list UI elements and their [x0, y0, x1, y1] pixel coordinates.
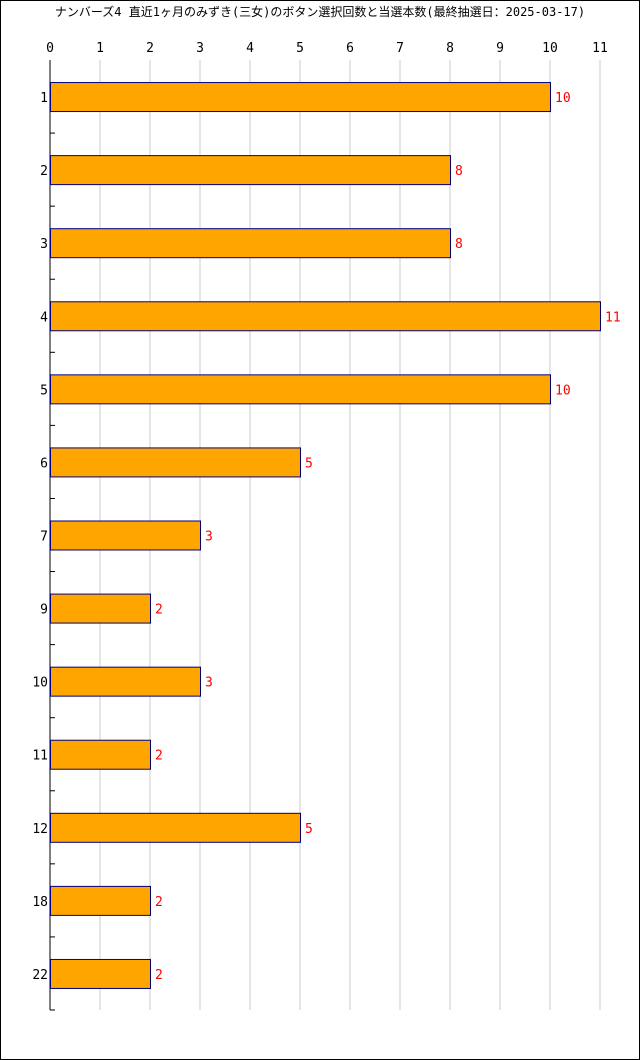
bar	[50, 82, 551, 113]
x-tick-label: 4	[246, 41, 254, 56]
data-label: 2	[155, 968, 163, 983]
data-label: 5	[305, 456, 313, 471]
chart-title: ナンバーズ4 直近1ヶ月のみずき(三女)のボタン選択回数と当選本数(最終抽選日：…	[54, 5, 586, 19]
bar	[50, 958, 151, 989]
bar	[50, 374, 551, 405]
data-label: 10	[555, 91, 571, 106]
data-label: 2	[155, 749, 163, 764]
bar	[50, 593, 151, 624]
y-tick-label: 2	[40, 164, 48, 179]
x-tick-label: 2	[146, 41, 154, 56]
bar	[50, 228, 451, 259]
y-tick-label: 3	[40, 237, 48, 252]
x-tick-label: 6	[346, 41, 354, 56]
y-tick-label: 12	[32, 822, 48, 837]
x-tick-label: 1	[96, 41, 104, 56]
y-tick-label: 6	[40, 456, 48, 471]
x-tick-label: 7	[396, 41, 404, 56]
bar	[50, 739, 151, 770]
data-label: 2	[155, 895, 163, 910]
data-label: 8	[455, 164, 463, 179]
y-tick-label: 1	[40, 91, 48, 106]
x-tick-label: 3	[196, 41, 204, 56]
bar	[50, 301, 601, 332]
data-label: 10	[555, 383, 571, 398]
bar	[50, 155, 451, 186]
bar	[50, 885, 151, 916]
x-tick-label: 9	[496, 41, 504, 56]
x-tick-label: 0	[46, 41, 54, 56]
y-tick-label: 4	[40, 310, 48, 325]
data-label: 3	[205, 676, 213, 691]
x-tick-label: 5	[296, 41, 304, 56]
y-tick-label: 22	[32, 968, 48, 983]
y-tick-label: 5	[40, 383, 48, 398]
data-label: 11	[605, 310, 621, 325]
x-tick-label: 11	[592, 41, 608, 56]
x-tick-label: 8	[446, 41, 454, 56]
y-tick-label: 7	[40, 530, 48, 545]
y-tick-label: 11	[32, 749, 48, 764]
data-label: 2	[155, 603, 163, 618]
bar	[50, 812, 301, 843]
data-label: 3	[205, 530, 213, 545]
y-tick-label: 18	[32, 895, 48, 910]
data-label: 5	[305, 822, 313, 837]
bar	[50, 666, 201, 697]
data-label: 8	[455, 237, 463, 252]
x-tick-label: 10	[542, 41, 558, 56]
bar	[50, 447, 301, 478]
bar	[50, 520, 201, 551]
y-tick-label: 10	[32, 676, 48, 691]
y-tick-label: 9	[40, 603, 48, 618]
